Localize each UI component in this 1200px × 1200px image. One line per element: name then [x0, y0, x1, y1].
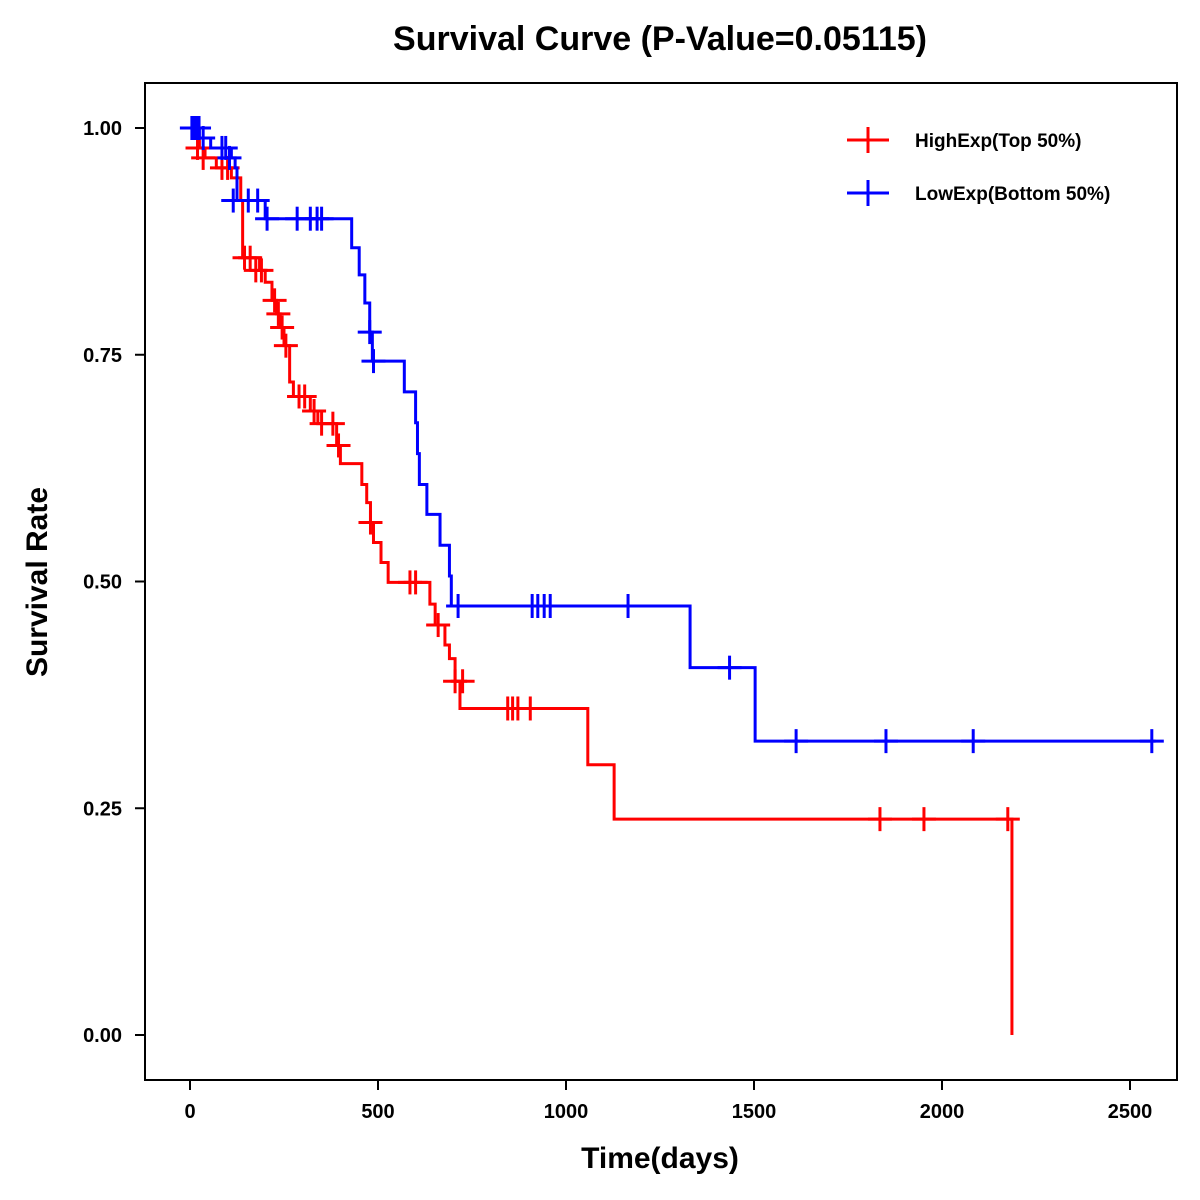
censor-mark — [784, 729, 809, 754]
series-layer — [179, 116, 1164, 1035]
x-tick-label: 1000 — [544, 1101, 589, 1123]
chart-title: Survival Curve (P-Value=0.05115) — [393, 20, 927, 58]
censor-mark — [867, 807, 892, 832]
legend-cross-icon — [847, 180, 889, 206]
censor-mark — [538, 593, 563, 618]
y-axis: 0.00 0.25 0.50 0.75 1.00 — [83, 118, 145, 1047]
censor-mark — [302, 398, 327, 423]
legend-item: HighExp(Top 50%) — [847, 127, 1081, 153]
censor-mark — [245, 188, 270, 213]
censor-mark — [273, 333, 298, 358]
legend-item: LowExp(Bottom 50%) — [847, 180, 1110, 206]
x-tick-label: 2000 — [920, 1101, 965, 1123]
censor-mark — [426, 613, 451, 638]
censor-mark — [717, 655, 742, 680]
censor-mark — [518, 696, 543, 721]
censor-mark — [213, 135, 238, 160]
series-highexp — [185, 126, 1020, 1035]
x-tick-label: 0 — [184, 1101, 195, 1123]
censor-mark — [292, 384, 317, 409]
censor-mark — [262, 288, 287, 313]
censor-mark — [361, 349, 386, 374]
censor-mark — [191, 125, 216, 150]
censor-mark — [238, 245, 263, 270]
censor-mark — [616, 593, 641, 618]
censor-mark — [446, 593, 471, 618]
censor-mark — [217, 145, 242, 170]
y-tick-label: 0.75 — [83, 345, 122, 367]
survival-curve-line — [190, 126, 1156, 743]
censor-mark — [1139, 729, 1164, 754]
y-tick-label: 0.50 — [83, 572, 122, 594]
censor-mark — [873, 729, 898, 754]
legend-label: HighExp(Top 50%) — [915, 131, 1081, 152]
censor-mark — [450, 669, 475, 694]
x-axis: 0 500 1000 1500 2000 2500 — [184, 1080, 1152, 1123]
censor-mark — [320, 411, 345, 436]
x-tick-label: 2500 — [1108, 1101, 1153, 1123]
x-tick-label: 1500 — [732, 1101, 777, 1123]
censor-mark — [961, 729, 986, 754]
y-tick-label: 1.00 — [83, 118, 122, 140]
legend-cross-icon — [847, 127, 889, 153]
plot-area — [179, 116, 1164, 1035]
censor-mark — [357, 320, 382, 345]
censor-mark — [358, 510, 383, 535]
censor-mark — [911, 807, 936, 832]
y-axis-label: Survival Rate — [21, 487, 54, 677]
censor-mark — [326, 433, 351, 458]
censor-mark — [187, 116, 212, 140]
x-axis-label: Time(days) — [581, 1142, 739, 1175]
censor-mark — [249, 258, 274, 283]
series-lowexp — [179, 116, 1164, 754]
censor-mark — [266, 301, 291, 326]
censor-mark — [270, 315, 295, 340]
censor-mark — [995, 807, 1020, 832]
censor-mark — [255, 206, 280, 231]
censor-mark — [309, 206, 334, 231]
x-tick-label: 500 — [361, 1101, 394, 1123]
legend-label: LowExp(Bottom 50%) — [915, 184, 1110, 205]
censor-mark — [403, 570, 428, 595]
y-tick-label: 0.25 — [83, 798, 122, 820]
legend: HighExp(Top 50%) LowExp(Bottom 50%) — [847, 127, 1110, 206]
y-tick-label: 0.00 — [83, 1025, 122, 1047]
